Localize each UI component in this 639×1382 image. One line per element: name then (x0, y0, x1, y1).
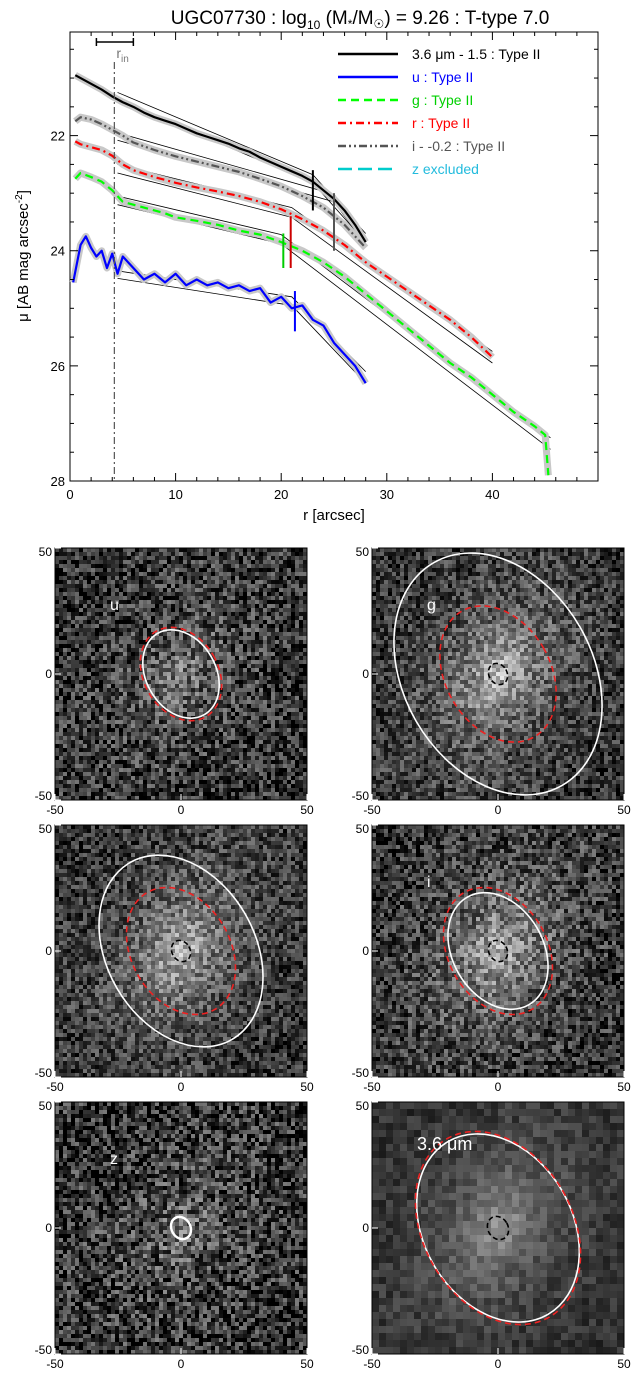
panel-x-tick-label: 0 (178, 1357, 185, 1371)
panel-y-tick-label: 0 (45, 667, 52, 681)
panel-y-tick-label: 50 (356, 1099, 370, 1113)
legend-entry: r : Type II (412, 115, 470, 131)
panel-x-tick-label: -50 (363, 1357, 381, 1371)
x-tick-label: 20 (274, 487, 288, 502)
legend-entry: 3.6 μm - 1.5 : Type II (412, 46, 540, 62)
legend: 3.6 μm - 1.5 : Type II u : Type II g : Typ… (338, 46, 540, 177)
panel-x-tick-label: -50 (46, 1357, 64, 1371)
panel-x-tick-label: 50 (617, 803, 631, 817)
panel-y-tick-label: -50 (352, 1066, 370, 1080)
error-band (75, 173, 548, 475)
panel-x-tick-label: 50 (300, 1357, 314, 1371)
y-tick-label: 22 (51, 129, 65, 144)
image-panel-2: g -50 0 50 -50 0 50 (352, 515, 639, 832)
image-panel-5: z -50 0 50 -50 0 50 (35, 1099, 314, 1371)
band-label: g (427, 597, 436, 614)
image-panels: u -50 0 50 -50 0 50 g -50 0 50 -50 0 50 -50 0 50 -50 0 50 i -… (35, 515, 639, 1371)
panel-x-tick-label: -50 (46, 1080, 64, 1094)
y-axis-label: μ [AB mag arcsec-2] (14, 190, 32, 322)
panel-x-tick-label: -50 (363, 803, 381, 817)
panel-y-tick-label: 0 (45, 944, 52, 958)
legend-entry: z excluded (412, 161, 479, 177)
panel-y-tick-label: 50 (39, 1099, 53, 1113)
panel-x-tick-label: 0 (495, 803, 502, 817)
image-pixels (55, 548, 307, 800)
panel-y-tick-label: 0 (362, 667, 369, 681)
y-tick-label: 28 (51, 474, 65, 489)
panel-x-tick-label: 0 (178, 803, 185, 817)
panel-x-tick-label: 0 (495, 1080, 502, 1094)
panel-x-tick-label: 50 (617, 1357, 631, 1371)
panel-y-tick-label: 0 (362, 944, 369, 958)
image-pixels (372, 825, 624, 1077)
panel-y-tick-label: 50 (39, 822, 53, 836)
panel-y-tick-label: -50 (35, 1343, 53, 1357)
band-label: 3.6 μm (417, 1134, 472, 1154)
x-tick-label: 0 (66, 487, 73, 502)
panel-y-tick-label: -50 (352, 1343, 370, 1357)
r-in-label: rin (116, 45, 128, 65)
image-panel-1: u -50 0 50 -50 0 50 (35, 545, 314, 817)
panel-x-tick-label: 50 (617, 1080, 631, 1094)
y-tick-label: 26 (51, 359, 65, 374)
model-fit-line (118, 164, 493, 351)
panel-y-tick-label: 50 (356, 545, 370, 559)
image-panel-6: 3.6 μm -50 0 50 -50 0 50 (352, 1099, 631, 1371)
panel-x-tick-label: 0 (178, 1080, 185, 1094)
x-axis-label: r [arcsec] (303, 507, 365, 524)
panel-y-tick-label: 0 (362, 1221, 369, 1235)
series-line (75, 173, 548, 475)
y-tick-label: 24 (51, 244, 65, 259)
panel-y-tick-label: 50 (356, 822, 370, 836)
band-label: z (110, 1151, 118, 1168)
panel-y-tick-label: -50 (352, 789, 370, 803)
panel-y-tick-label: -50 (35, 1066, 53, 1080)
panel-y-tick-label: -50 (35, 789, 53, 803)
x-tick-label: 10 (168, 487, 182, 502)
panel-y-tick-label: 50 (39, 545, 53, 559)
panel-y-tick-label: 0 (45, 1221, 52, 1235)
legend-entry: i - -0.2 : Type II (412, 138, 505, 154)
x-tick-label: 40 (485, 487, 499, 502)
panel-x-tick-label: -50 (363, 1080, 381, 1094)
band-label: u (110, 597, 119, 614)
profile-title: UGC07730 : log10 (M*/M☉) = 9.26 : T-type… (171, 8, 550, 32)
image-panel-4: i -50 0 50 -50 0 50 (352, 822, 631, 1094)
legend-entry: g : Type II (412, 92, 473, 108)
legend-entry: u : Type II (412, 69, 473, 85)
panel-x-tick-label: 50 (300, 803, 314, 817)
model-fit-line (118, 173, 493, 363)
band-label: i (427, 874, 431, 891)
x-tick-label: 30 (380, 487, 394, 502)
profile-plot: rin 0 10 20 30 40 22 24 26 28 r [arcsec] μ [AB m… (14, 32, 598, 524)
image-panel-3: -50 0 50 -50 0 50 (35, 822, 314, 1094)
image-pixels (55, 1102, 307, 1354)
panel-x-tick-label: 50 (300, 1080, 314, 1094)
image-pixels (55, 825, 307, 1077)
image-pixels (372, 1102, 624, 1354)
panel-x-tick-label: 0 (495, 1357, 502, 1371)
panel-x-tick-label: -50 (46, 803, 64, 817)
